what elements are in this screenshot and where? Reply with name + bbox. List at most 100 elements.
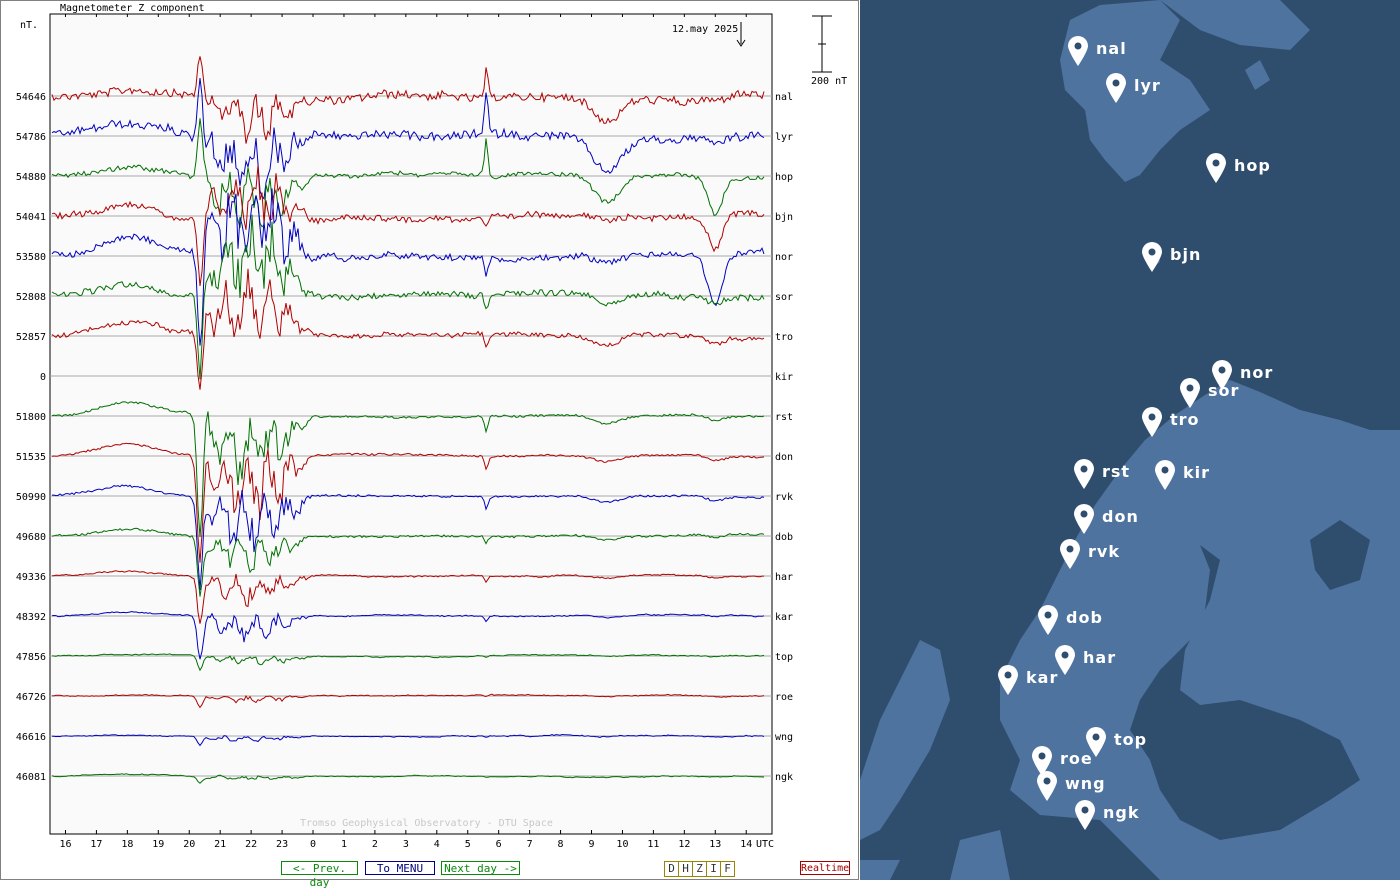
prev-day-button[interactable]: <- Prev. day — [281, 861, 358, 889]
baseline-label-rvk: 50990 — [16, 492, 46, 503]
baseline-label-roe: 46726 — [16, 692, 46, 703]
component-h-button[interactable]: H — [679, 862, 693, 876]
map-station-label-tro: tro — [1170, 410, 1200, 429]
baseline-label-ngk: 46081 — [16, 772, 46, 783]
x-tick-label: 23 — [276, 839, 288, 850]
baseline-label-rst: 51800 — [16, 412, 46, 423]
x-tick-label: 11 — [647, 839, 659, 850]
watermark: Tromso Geophysical Observatory - DTU Spa… — [300, 818, 553, 829]
x-tick-label: 6 — [496, 839, 502, 850]
station-label-ngk: ngk — [775, 772, 793, 783]
component-f-button[interactable]: F — [724, 862, 731, 875]
baseline-label-dob: 49680 — [16, 532, 46, 543]
map-pin-icon-dob — [1038, 605, 1058, 635]
map-station-label-lyr: lyr — [1134, 76, 1161, 95]
x-tick-label: 20 — [183, 839, 195, 850]
x-tick-label: 16 — [59, 839, 71, 850]
series-line-don — [51, 442, 765, 563]
series-line-top — [51, 653, 765, 672]
continent-land — [860, 860, 900, 880]
map-pin-hole — [1080, 510, 1088, 518]
white-sea — [1310, 520, 1370, 590]
map-pin-icon-rst — [1074, 459, 1094, 489]
series-line-bjn — [51, 165, 765, 286]
map-pin-hole — [1074, 42, 1082, 50]
station-label-kir: kir — [775, 372, 793, 383]
map-station-label-dob: dob — [1066, 608, 1103, 627]
station-label-dob: dob — [775, 532, 793, 543]
x-tick-label: 19 — [152, 839, 164, 850]
series-line-dob — [51, 527, 765, 597]
magnetometer-chart-panel: 54646 nal 54786 lyr 54880 hop 54041 bjn 53580 nor… — [0, 0, 860, 889]
map-pin-hole — [1112, 79, 1120, 87]
map-pin-icon-ngk — [1075, 800, 1095, 830]
map-pin-icon-nor — [1212, 360, 1232, 390]
station-label-wng: wng — [775, 732, 793, 743]
x-tick-label: 14 — [740, 839, 752, 850]
baltic-sea — [1130, 545, 1360, 840]
chart-title: Magnetometer Z component — [60, 3, 205, 14]
island-land — [1245, 60, 1270, 90]
series-line-rst — [51, 401, 765, 538]
map-pin-hole — [1218, 366, 1226, 374]
baseline-label-har: 49336 — [16, 572, 46, 583]
map-pin-hole — [1161, 466, 1169, 474]
map-pin-icon-lyr — [1106, 73, 1126, 103]
x-tick-label: 8 — [558, 839, 564, 850]
station-label-bjn: bjn — [775, 212, 793, 223]
map-pin-hole — [1092, 733, 1100, 741]
map-station-label-kir: kir — [1183, 463, 1210, 482]
x-tick-label: 21 — [214, 839, 226, 850]
map-station-label-ngk: ngk — [1103, 803, 1139, 822]
component-selector: D H Z I F — [664, 861, 735, 877]
x-tick-label: 9 — [588, 839, 594, 850]
component-i-button[interactable]: I — [707, 862, 721, 876]
map-pin-icon-don — [1074, 504, 1094, 534]
map-pin-icon-kir — [1155, 460, 1175, 490]
x-tick-label: 10 — [616, 839, 628, 850]
realtime-button[interactable]: Realtime — [800, 861, 850, 875]
station-label-rvk: rvk — [775, 492, 793, 503]
map-pin-hole — [1148, 248, 1156, 256]
series-line-har — [51, 570, 764, 624]
map-pin-icon-bjn — [1142, 242, 1162, 272]
map-pin-hole — [1148, 413, 1156, 421]
x-tick-label: 12 — [678, 839, 690, 850]
baseline-label-nal: 54646 — [16, 92, 46, 103]
baseline-label-kar: 48392 — [16, 612, 46, 623]
station-label-hop: hop — [775, 172, 793, 183]
map-station-label-kar: kar — [1026, 668, 1058, 687]
map-pin-hole — [1186, 384, 1194, 392]
x-tick-label: 1 — [341, 839, 347, 850]
series-line-ngk — [51, 773, 765, 784]
baseline-label-don: 51535 — [16, 452, 46, 463]
map-pin-icon-top — [1086, 727, 1106, 757]
map-pin-icon-roe — [1032, 746, 1052, 776]
station-label-tro: tro — [775, 332, 793, 343]
map-pin-hole — [1004, 671, 1012, 679]
x-tick-label: 22 — [245, 839, 257, 850]
map-pin-hole — [1212, 159, 1220, 167]
map-pin-icon-tro — [1142, 407, 1162, 437]
series-line-tro — [51, 268, 765, 390]
station-map: nal lyr hop bjn nor sor tro rst kir don rvk dob har k… — [860, 0, 1400, 880]
map-station-label-hop: hop — [1234, 156, 1271, 175]
map-station-label-rst: rst — [1102, 462, 1130, 481]
component-d-button[interactable]: D — [665, 862, 679, 876]
map-pin-icon-rvk — [1060, 539, 1080, 569]
plot-area — [49, 13, 773, 835]
map-station-label-top: top — [1114, 730, 1147, 749]
station-label-kar: kar — [775, 612, 793, 623]
x-tick-label: 2 — [372, 839, 378, 850]
map-pin-icon-kar — [998, 665, 1018, 695]
component-z-button[interactable]: Z — [693, 862, 707, 876]
denmark-land — [950, 830, 1010, 880]
next-day-button[interactable]: Next day -> — [441, 861, 520, 875]
series-line-rvk — [52, 484, 765, 591]
map-pin-icon-har — [1055, 645, 1075, 675]
to-menu-button[interactable]: To MENU — [365, 861, 435, 875]
map-station-label-roe: roe — [1060, 749, 1093, 768]
map-station-label-nor: nor — [1240, 363, 1273, 382]
